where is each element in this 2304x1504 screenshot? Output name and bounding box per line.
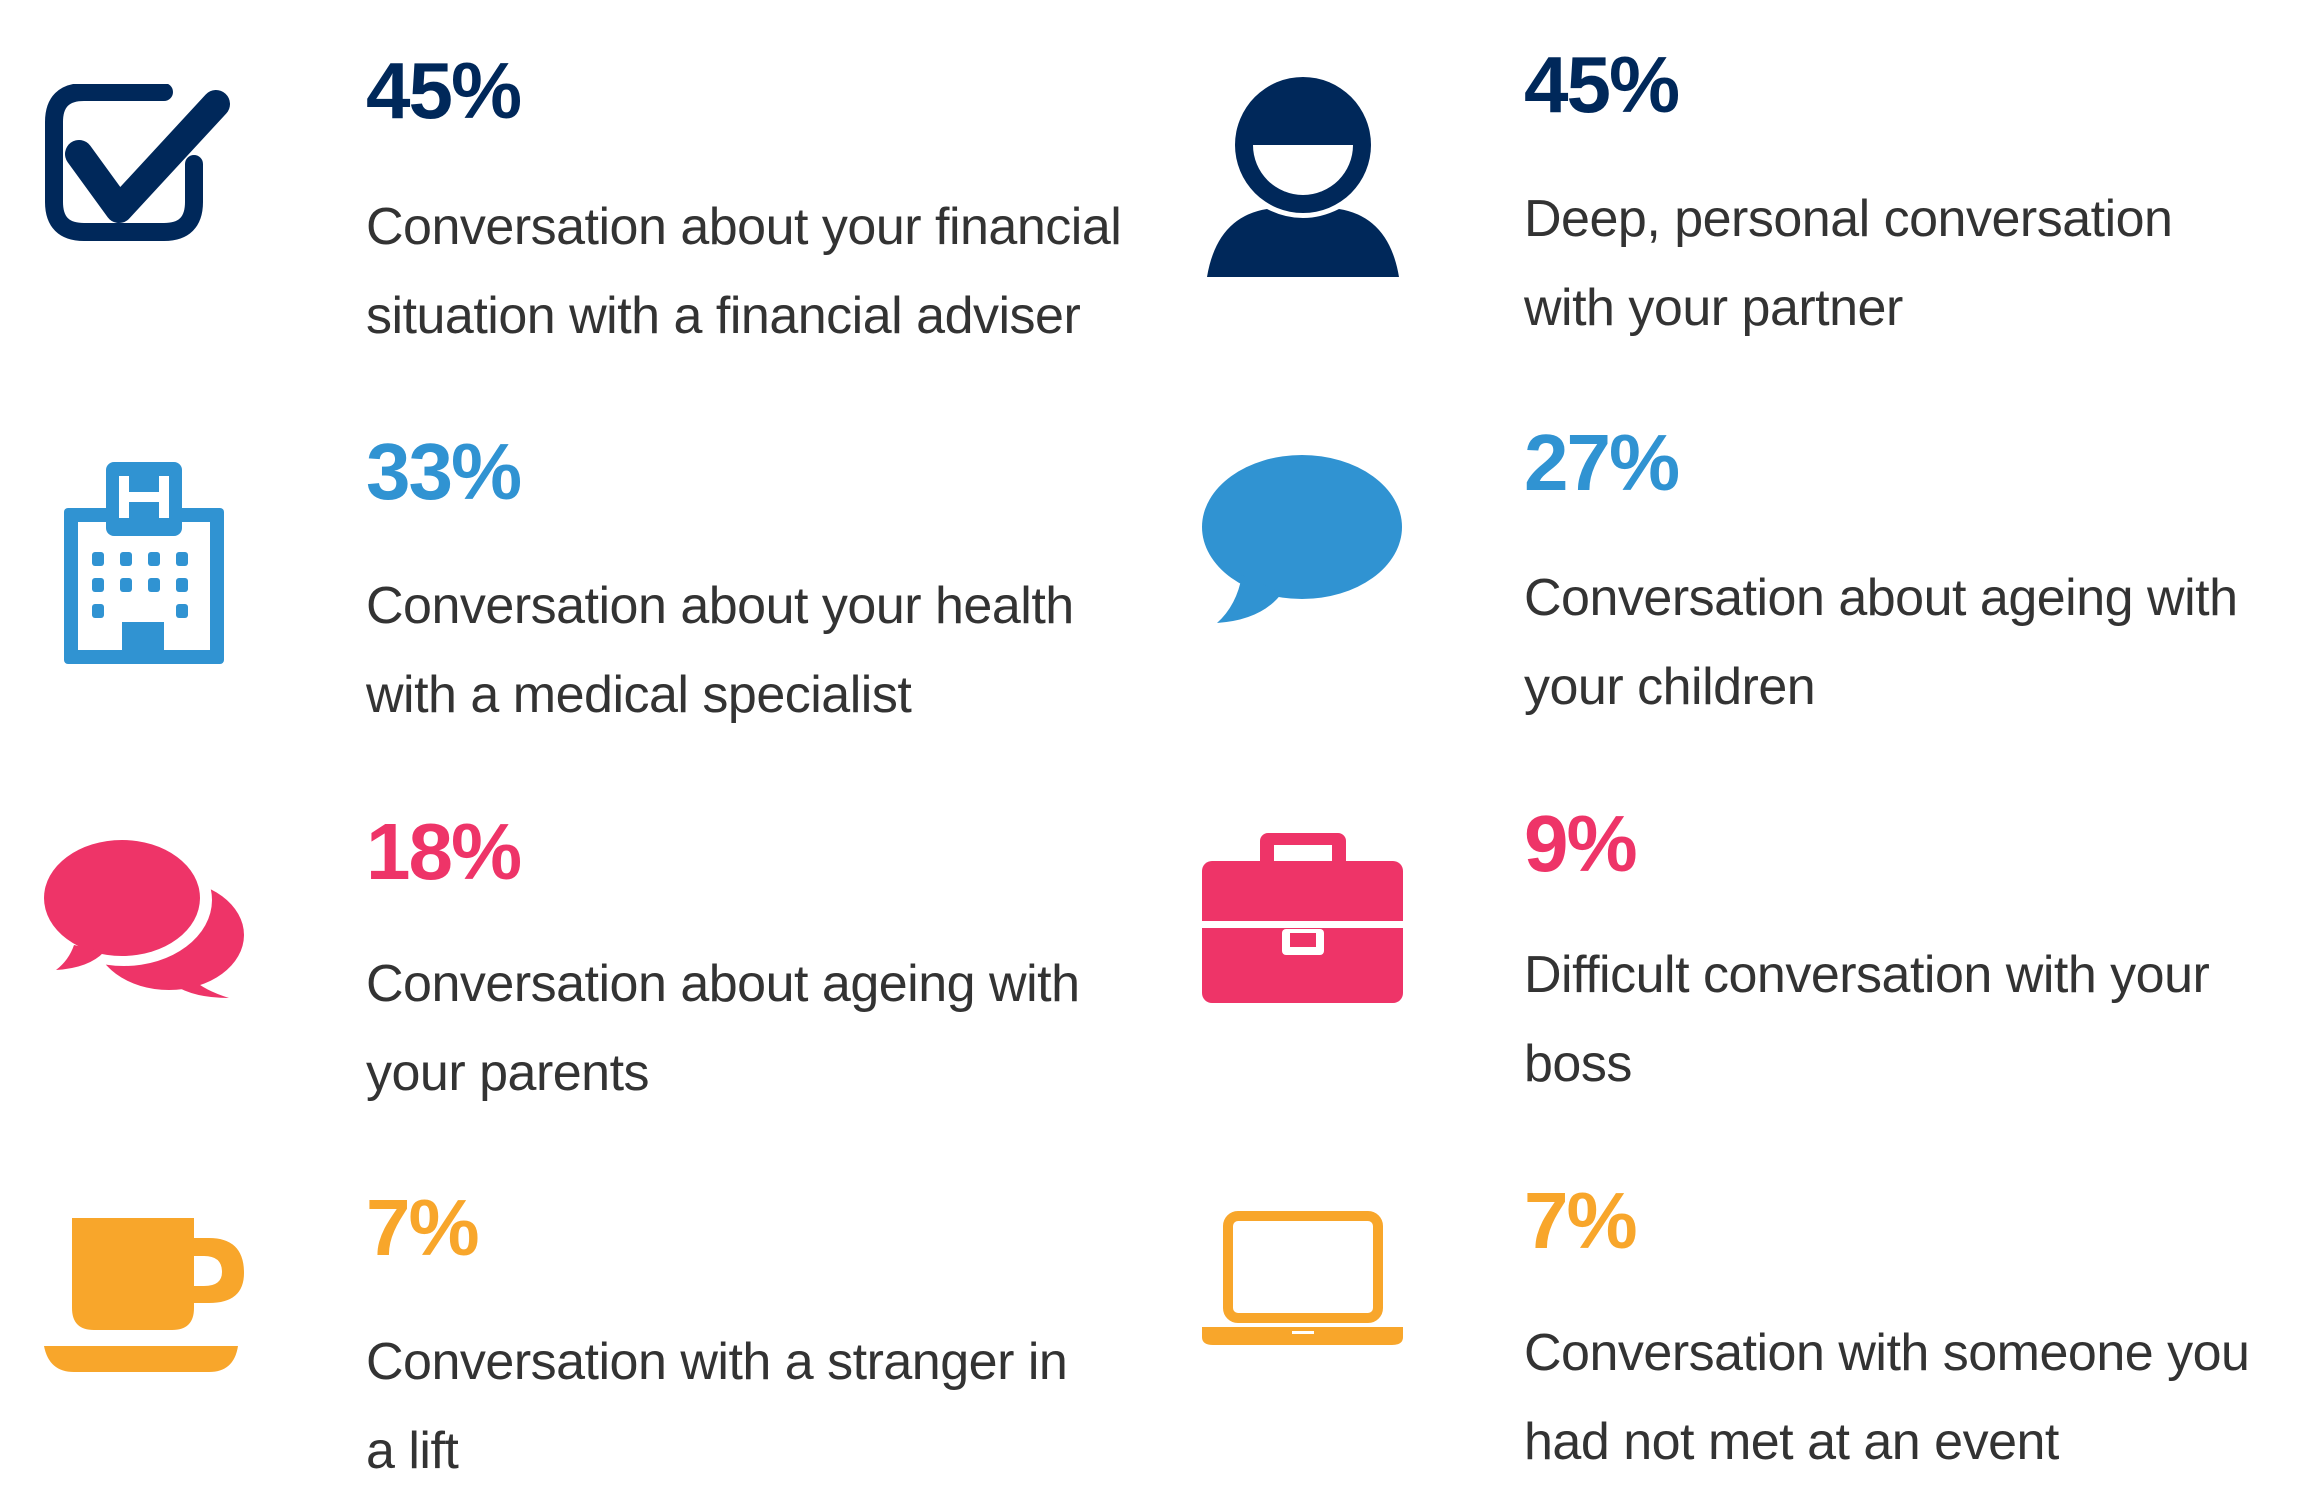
description-line: your children xyxy=(1524,658,1816,716)
speech-bubbles-icon xyxy=(44,840,244,998)
description: Conversation about your financial situati… xyxy=(366,183,1166,361)
description-line: Conversation about ageing with xyxy=(366,955,1080,1013)
briefcase-icon xyxy=(1202,833,1403,1003)
percent: 9% xyxy=(1524,799,1638,888)
percent: 45% xyxy=(366,46,522,135)
percent: 45% xyxy=(1524,40,1680,129)
description-line: Difficult conversation with your xyxy=(1524,946,2210,1004)
checkbox-icon xyxy=(45,84,230,241)
description-line: had not met at an event xyxy=(1524,1413,2059,1471)
description: Difficult conversation with your boss xyxy=(1524,931,2304,1109)
percent: 7% xyxy=(366,1183,480,1272)
description: Conversation with a stranger in a lift xyxy=(366,1318,1166,1496)
percent: 33% xyxy=(366,427,522,516)
description-line: with a medical specialist xyxy=(366,666,912,724)
description-line: boss xyxy=(1524,1035,1632,1093)
percent: 7% xyxy=(1524,1176,1638,1265)
description-line: a lift xyxy=(366,1422,459,1480)
description-line: with your partner xyxy=(1524,279,1903,337)
speech-bubble-icon xyxy=(1202,455,1402,623)
description: Conversation with someone you had not met… xyxy=(1524,1309,2304,1487)
percent: 18% xyxy=(366,807,522,896)
laptop-icon xyxy=(1202,1211,1403,1345)
description-line: Conversation about your financial xyxy=(366,198,1122,256)
description: Deep, personal conversation with your par… xyxy=(1524,175,2304,353)
coffee-cup-icon xyxy=(44,1218,244,1372)
description-line: your parents xyxy=(366,1044,650,1102)
description-line: Conversation with a stranger in xyxy=(366,1333,1068,1391)
description: Conversation about your health with a med… xyxy=(366,562,1166,740)
hospital-icon xyxy=(64,462,224,664)
description: Conversation about ageing with your child… xyxy=(1524,554,2304,732)
description: Conversation about ageing with your paren… xyxy=(366,940,1166,1118)
description-line: Conversation about your health xyxy=(366,577,1074,635)
person-icon xyxy=(1207,77,1399,277)
description-line: Deep, personal conversation xyxy=(1524,190,2173,248)
description-line: Conversation about ageing with xyxy=(1524,569,2238,627)
description-line: Conversation with someone you xyxy=(1524,1324,2250,1382)
description-line: situation with a financial adviser xyxy=(366,287,1081,345)
percent: 27% xyxy=(1524,418,1680,507)
